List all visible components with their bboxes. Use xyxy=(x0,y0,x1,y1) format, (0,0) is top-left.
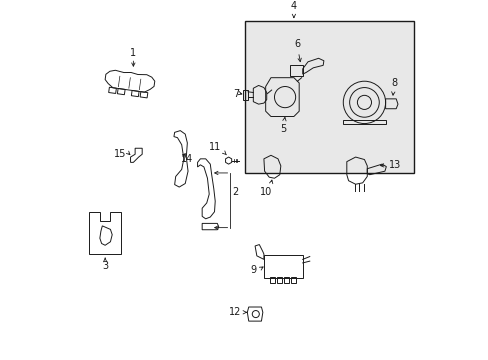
Bar xyxy=(264,255,302,278)
Text: 13: 13 xyxy=(388,160,401,170)
Text: 6: 6 xyxy=(294,40,300,49)
Bar xyxy=(270,277,275,283)
Text: 11: 11 xyxy=(209,142,221,152)
Text: 8: 8 xyxy=(390,78,397,88)
Text: 7: 7 xyxy=(232,89,239,99)
Bar xyxy=(277,277,282,283)
Bar xyxy=(284,277,289,283)
Text: 9: 9 xyxy=(250,265,256,275)
Text: 10: 10 xyxy=(259,187,271,197)
Bar xyxy=(291,277,296,283)
Bar xyxy=(244,21,413,173)
Text: 14: 14 xyxy=(181,154,193,164)
Text: 12: 12 xyxy=(228,307,241,317)
Text: 3: 3 xyxy=(102,261,108,271)
Text: 1: 1 xyxy=(130,48,136,58)
Text: 15: 15 xyxy=(114,149,126,158)
Text: 5: 5 xyxy=(280,123,286,134)
Text: 4: 4 xyxy=(290,1,296,11)
Text: 2: 2 xyxy=(232,187,238,197)
